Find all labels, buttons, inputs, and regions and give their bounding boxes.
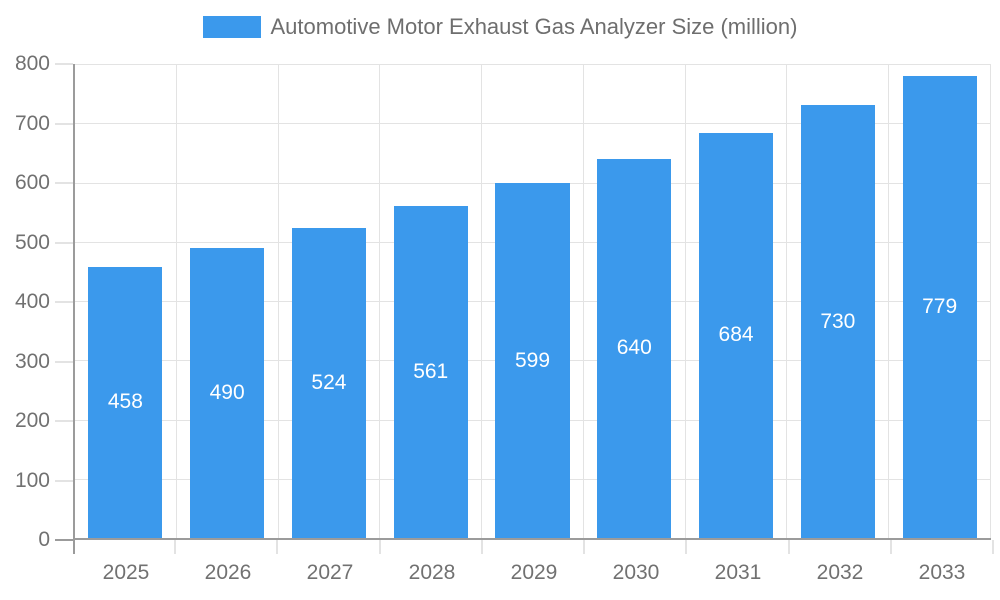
y-tick-mark bbox=[55, 301, 73, 303]
x-tick-mark bbox=[73, 540, 75, 554]
x-tick-mark bbox=[685, 540, 688, 554]
gridline-horizontal bbox=[75, 123, 991, 125]
bar: 561 bbox=[393, 205, 468, 538]
y-tick-mark bbox=[55, 182, 73, 184]
bar-value-label: 561 bbox=[413, 359, 449, 383]
y-tick-label: 300 bbox=[14, 349, 50, 373]
bar-value-label: 684 bbox=[718, 323, 754, 347]
category-slot: 684 bbox=[686, 64, 788, 538]
category-slot: 458 bbox=[75, 64, 177, 538]
x-axis-ticks bbox=[73, 540, 994, 554]
x-tick-mark bbox=[276, 540, 279, 554]
bar: 458 bbox=[88, 266, 163, 538]
y-tick-mark bbox=[55, 122, 73, 125]
bar: 490 bbox=[190, 247, 265, 538]
x-tick-label: 2030 bbox=[612, 561, 660, 584]
category-slot: 599 bbox=[482, 64, 584, 538]
x-tick-mark bbox=[480, 540, 483, 554]
category-slot: 524 bbox=[279, 64, 381, 538]
y-tick-label: 200 bbox=[14, 409, 50, 432]
x-tick-label: 2026 bbox=[204, 561, 252, 584]
y-tick-label: 500 bbox=[14, 230, 50, 254]
legend-item[interactable]: Automotive Motor Exhaust Gas Analyzer Si… bbox=[202, 14, 798, 40]
bar: 684 bbox=[699, 132, 774, 538]
y-tick-mark bbox=[55, 420, 73, 422]
bar: 524 bbox=[291, 227, 366, 538]
bar: 640 bbox=[597, 158, 672, 538]
x-axis-labels: 2025 2026 2027 2028 2029 2030 2031 2032 2033 bbox=[75, 556, 993, 590]
y-tick-label: 400 bbox=[14, 290, 50, 313]
y-tick-mark bbox=[55, 360, 73, 363]
x-tick-mark bbox=[378, 540, 381, 554]
bar-value-label: 640 bbox=[616, 336, 652, 360]
y-axis-ticks bbox=[55, 63, 73, 541]
x-tick-label: 2029 bbox=[510, 561, 558, 584]
x-tick-mark bbox=[992, 540, 994, 554]
x-tick-mark bbox=[174, 540, 177, 554]
x-tick-label: 2032 bbox=[816, 561, 864, 584]
y-tick-label: 800 bbox=[14, 52, 50, 75]
legend-swatch-icon bbox=[202, 16, 261, 38]
category-slot: 779 bbox=[889, 64, 992, 538]
category-slot: 561 bbox=[380, 64, 483, 538]
bar-value-label: 490 bbox=[209, 380, 245, 404]
bar-value-label: 458 bbox=[107, 390, 143, 414]
category-slot: 730 bbox=[787, 64, 890, 538]
gridline-horizontal bbox=[75, 182, 991, 184]
x-tick-label: 2031 bbox=[714, 561, 762, 584]
plot-area: 458 490 524 561 599 640 684 730 779 bbox=[73, 64, 992, 540]
category-slot: 490 bbox=[177, 64, 279, 538]
x-tick-label: 2033 bbox=[918, 561, 966, 584]
x-tick-mark bbox=[889, 540, 892, 554]
y-tick-mark bbox=[55, 479, 73, 482]
bar-value-label: 524 bbox=[311, 370, 347, 394]
x-tick-mark bbox=[787, 540, 790, 554]
legend: Automotive Motor Exhaust Gas Analyzer Si… bbox=[0, 14, 1000, 40]
y-tick-mark bbox=[55, 539, 73, 541]
y-tick-mark bbox=[55, 241, 73, 244]
x-tick-mark bbox=[583, 540, 586, 554]
y-tick-label: 100 bbox=[14, 468, 50, 492]
x-tick-label: 2027 bbox=[306, 561, 354, 584]
bar-value-label: 730 bbox=[820, 309, 856, 333]
y-tick-label: 700 bbox=[14, 111, 50, 135]
x-tick-label: 2025 bbox=[102, 561, 150, 584]
category-slot: 640 bbox=[584, 64, 686, 538]
bar-value-label: 599 bbox=[514, 348, 551, 372]
y-axis-labels: 0 100 200 300 400 500 600 700 800 bbox=[0, 52, 50, 551]
x-tick-label: 2028 bbox=[408, 561, 456, 584]
bar: 730 bbox=[800, 105, 875, 538]
bar: 599 bbox=[495, 183, 570, 538]
bar: 779 bbox=[902, 76, 977, 538]
y-tick-label: 600 bbox=[14, 171, 50, 194]
y-tick-mark bbox=[55, 63, 73, 65]
legend-label: Automotive Motor Exhaust Gas Analyzer Si… bbox=[270, 14, 798, 39]
y-tick-label: 0 bbox=[38, 528, 50, 551]
bar-value-label: 779 bbox=[922, 295, 958, 319]
gridline-horizontal bbox=[75, 64, 991, 65]
